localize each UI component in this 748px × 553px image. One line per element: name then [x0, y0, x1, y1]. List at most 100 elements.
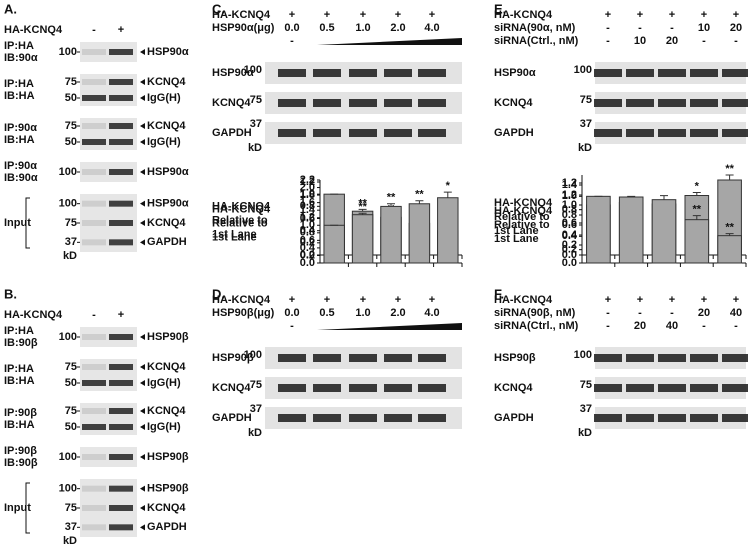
lane-value: + — [429, 9, 435, 21]
lane-sign: - — [92, 309, 96, 321]
band — [82, 79, 106, 85]
row-label: KCNQ4 — [494, 97, 533, 109]
band — [722, 129, 748, 137]
arrow-head — [140, 79, 145, 85]
band — [313, 129, 341, 137]
row-label: KCNQ4 — [494, 382, 533, 394]
blot-strip — [80, 118, 137, 150]
header-name: HA-KCNQ4 — [494, 294, 553, 306]
lane-value: - — [638, 22, 642, 34]
row-label: IP:HA — [4, 325, 34, 337]
lane-sign: + — [118, 309, 124, 321]
band-label: KCNQ4 — [147, 502, 186, 514]
bar — [618, 196, 644, 264]
row-label: IB:HA — [4, 134, 35, 146]
marker: kD — [578, 142, 592, 154]
significance: ** — [725, 222, 734, 234]
lane-value: + — [324, 9, 330, 21]
band — [278, 354, 306, 362]
band — [418, 414, 446, 422]
lane-value: + — [395, 294, 401, 306]
band-label: IgG(H) — [147, 92, 181, 104]
lane-value: + — [669, 294, 675, 306]
marker: 75 — [65, 502, 77, 514]
band — [418, 69, 446, 77]
band — [82, 524, 106, 531]
marker: 100 — [59, 331, 77, 343]
band — [82, 364, 106, 370]
band — [690, 384, 718, 392]
band-label: KCNQ4 — [147, 217, 186, 229]
significance: ** — [358, 197, 367, 209]
y-tick-label: 1.0 — [562, 190, 577, 202]
marker: 50 — [65, 421, 77, 433]
band — [384, 69, 412, 77]
band — [82, 169, 106, 175]
significance: ** — [415, 189, 424, 201]
lane-value: - — [606, 320, 610, 332]
band — [384, 414, 412, 422]
band — [109, 123, 133, 129]
lane-value: 40 — [666, 320, 678, 332]
band — [109, 408, 133, 414]
lane-value: - — [702, 320, 706, 332]
lane-value: 2.0 — [390, 22, 405, 34]
band — [82, 505, 106, 511]
row-label: IB:HA — [4, 90, 35, 102]
band — [349, 69, 377, 77]
bar — [380, 205, 402, 264]
lane-value: 20 — [730, 22, 742, 34]
band-label: HSP90α — [147, 198, 189, 210]
lane-value: 40 — [730, 307, 742, 319]
band — [690, 354, 718, 362]
band — [109, 380, 133, 386]
band — [658, 414, 686, 422]
band-label: KCNQ4 — [147, 361, 186, 373]
wedge — [317, 38, 462, 45]
significance: ** — [725, 163, 734, 175]
wedge — [317, 323, 462, 330]
band — [82, 123, 106, 129]
arrow-head — [140, 220, 145, 226]
panel-label: A. — [4, 1, 17, 16]
error-bar — [358, 212, 367, 215]
band-label: IgG(H) — [147, 136, 181, 148]
blot-strip — [80, 359, 137, 391]
arrow-head — [140, 239, 145, 246]
header-name: HA-KCNQ4 — [4, 309, 63, 321]
band — [313, 414, 341, 422]
band-label: HSP90α — [147, 46, 189, 58]
band — [349, 129, 377, 137]
bar — [717, 235, 742, 264]
band — [109, 364, 133, 370]
y-axis-label: 1st Lane — [212, 228, 257, 240]
band-label: HSP90β — [147, 451, 189, 463]
band — [109, 524, 133, 531]
band — [349, 99, 377, 107]
panel-label: E. — [494, 1, 506, 16]
band — [626, 354, 654, 362]
y-tick-label: 1.2 — [562, 189, 577, 201]
y-tick-label: 0.0 — [562, 249, 577, 261]
lane-value: + — [324, 294, 330, 306]
significance: ** — [693, 204, 702, 216]
band — [82, 139, 106, 145]
bracket — [25, 197, 30, 249]
lane-value: 2.0 — [390, 307, 405, 319]
y-tick-label: 0.2 — [300, 237, 315, 249]
blot-strip — [80, 42, 137, 62]
y-tick-label: 0.0 — [300, 257, 315, 269]
marker: 50 — [65, 92, 77, 104]
lane-value: + — [669, 9, 675, 21]
band — [594, 69, 622, 77]
arrow-head — [140, 505, 145, 511]
band — [109, 95, 133, 101]
lane-value: - — [734, 320, 738, 332]
lane-value: 20 — [634, 320, 646, 332]
y-tick-label: 0.4 — [562, 229, 578, 241]
bar — [651, 199, 677, 264]
marker: 75 — [250, 379, 262, 391]
marker: 37 — [250, 403, 262, 415]
band — [626, 69, 654, 77]
y-tick-label: 2.2 — [300, 174, 315, 186]
